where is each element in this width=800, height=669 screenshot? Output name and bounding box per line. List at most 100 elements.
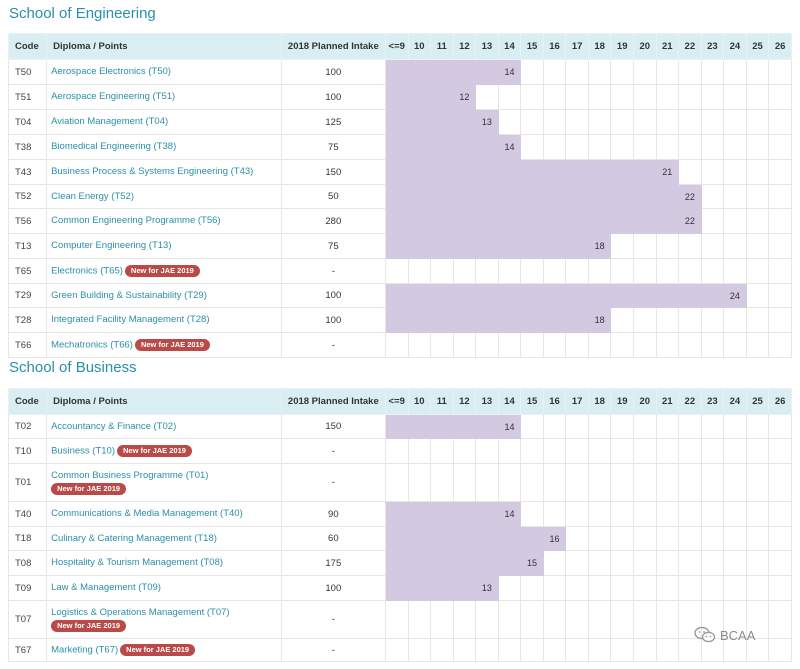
grid-cell xyxy=(768,258,792,284)
table-row: T02 Accountancy & Finance (T02) 150 14 xyxy=(7,414,792,439)
grid-cell xyxy=(678,438,702,464)
planned-intake: 75 xyxy=(280,233,386,259)
course-link[interactable]: Clean Energy (T52) xyxy=(51,190,134,202)
points-bar-cell xyxy=(520,526,544,551)
course-link[interactable]: Business (T10) xyxy=(51,445,115,457)
points-bar-cell xyxy=(610,283,634,308)
points-value: 13 xyxy=(475,109,499,135)
course-link[interactable]: Logistics & Operations Management (T07) xyxy=(51,606,230,618)
grid-cell xyxy=(678,332,702,358)
course-code: T67 xyxy=(7,638,48,662)
grid-cell xyxy=(632,550,657,576)
grid-cell xyxy=(655,600,680,639)
course-link[interactable]: Aerospace Electronics (T50) xyxy=(51,66,171,78)
grid-cell xyxy=(497,638,522,662)
points-bar-cell xyxy=(452,550,477,576)
course-link[interactable]: Accountancy & Finance (T02) xyxy=(51,420,177,432)
grid-cell xyxy=(745,134,770,160)
points-value: 18 xyxy=(587,307,612,333)
course-link[interactable]: Integrated Facility Management (T28) xyxy=(51,314,210,326)
grid-cell xyxy=(723,208,747,234)
course-link[interactable]: Biomedical Engineering (T38) xyxy=(51,141,177,153)
grid-cell xyxy=(745,332,770,358)
grid-cell xyxy=(587,575,612,601)
grid-cell xyxy=(678,575,702,601)
grid-cell xyxy=(384,332,409,358)
points-bar-cell xyxy=(384,501,409,527)
course-link[interactable]: Common Engineering Programme (T56) xyxy=(51,215,221,227)
course-link[interactable]: Electronics (T65) xyxy=(51,265,123,277)
points-bar-cell xyxy=(497,526,522,551)
header-diploma: Diploma / Points xyxy=(46,388,282,415)
grid-cell xyxy=(632,526,657,551)
grid-cell xyxy=(497,438,522,464)
course-link[interactable]: Common Business Programme (T01) xyxy=(51,469,209,481)
points-bar-cell xyxy=(430,575,454,601)
grid-cell xyxy=(497,258,522,284)
grid-cell xyxy=(610,134,634,160)
grid-cell xyxy=(610,438,634,464)
grid-cell xyxy=(610,550,634,576)
grid-cell xyxy=(700,463,725,502)
grid-cell xyxy=(520,84,544,110)
course-code: T52 xyxy=(7,184,48,209)
grid-cell xyxy=(678,463,702,502)
points-bar-cell xyxy=(407,159,432,185)
course-link[interactable]: Mechatronics (T66) xyxy=(51,339,133,351)
grid-cell xyxy=(542,109,567,135)
table-row: T67 Marketing (T67) New for JAE 2019- xyxy=(7,638,792,662)
grid-cell xyxy=(700,307,725,333)
grid-cell xyxy=(452,600,477,639)
course-link[interactable]: Green Building & Sustainability (T29) xyxy=(51,289,207,301)
planned-intake: 100 xyxy=(280,84,386,110)
grid-cell xyxy=(565,258,589,284)
grid-cell xyxy=(700,414,725,439)
points-bar-cell xyxy=(542,159,567,185)
grid-cell xyxy=(678,526,702,551)
points-bar-cell xyxy=(384,526,409,551)
table-row: T38 Biomedical Engineering (T38) 75 14 xyxy=(7,134,792,160)
course-link[interactable]: Marketing (T67) xyxy=(51,644,119,656)
grid-cell xyxy=(452,463,477,502)
points-bar-cell xyxy=(384,233,409,259)
wechat-icon xyxy=(694,626,716,644)
course-link[interactable]: Culinary & Catering Management (T18) xyxy=(51,532,217,544)
course-link[interactable]: Communications & Media Management (T40) xyxy=(51,508,243,520)
grid-cell xyxy=(768,208,792,234)
grid-cell xyxy=(632,84,657,110)
grid-cell xyxy=(587,438,612,464)
header-point-3: 12 xyxy=(452,388,477,415)
points-bar-cell xyxy=(430,307,454,333)
course-name-cell: Electronics (T65) New for JAE 2019 xyxy=(46,258,282,284)
grid-cell xyxy=(497,332,522,358)
course-name-cell: Clean Energy (T52) xyxy=(46,184,282,209)
grid-cell xyxy=(384,258,409,284)
grid-cell xyxy=(700,526,725,551)
course-link[interactable]: Aerospace Engineering (T51) xyxy=(51,91,176,103)
header-point-15: 24 xyxy=(723,33,747,60)
points-bar-cell xyxy=(384,414,409,439)
header-point-0: <=9 xyxy=(384,33,409,60)
course-link[interactable]: Aviation Management (T04) xyxy=(51,116,169,128)
header-point-7: 16 xyxy=(542,33,567,60)
grid-cell xyxy=(723,550,747,576)
course-link[interactable]: Business Process & Systems Engineering (… xyxy=(51,166,254,178)
course-link[interactable]: Computer Engineering (T13) xyxy=(51,240,172,252)
course-link[interactable]: Hospitality & Tourism Management (T08) xyxy=(51,557,224,569)
header-point-12: 21 xyxy=(655,388,680,415)
grid-cell xyxy=(632,438,657,464)
header-point-7: 16 xyxy=(542,388,567,415)
course-link[interactable]: Law & Management (T09) xyxy=(51,582,161,594)
course-code: T08 xyxy=(7,550,48,576)
grid-cell xyxy=(655,332,680,358)
points-bar-cell xyxy=(610,184,634,209)
header-point-2: 11 xyxy=(430,388,454,415)
grid-cell xyxy=(678,159,702,185)
course-code: T38 xyxy=(7,134,48,160)
points-value: 13 xyxy=(475,575,499,601)
points-bar-cell xyxy=(452,414,477,439)
points-bar-cell xyxy=(610,208,634,234)
grid-cell xyxy=(678,109,702,135)
grid-cell xyxy=(542,463,567,502)
points-value: 22 xyxy=(678,208,702,234)
